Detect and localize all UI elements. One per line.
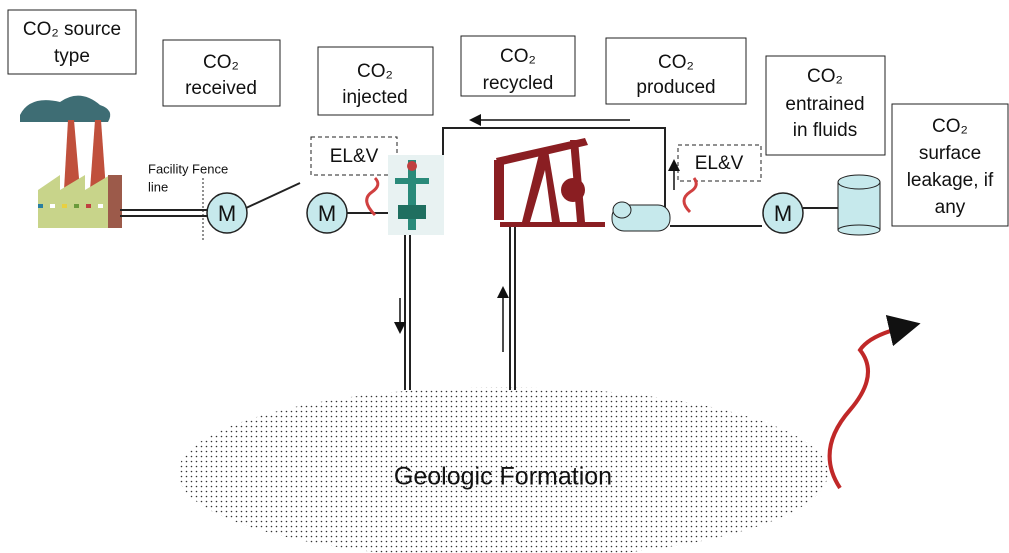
meter-label: M <box>218 201 236 226</box>
label: recycled <box>483 73 554 94</box>
fence-label: line <box>148 179 168 194</box>
formation-area <box>178 387 828 553</box>
meter-label: M <box>774 201 792 226</box>
label: surface <box>919 143 981 164</box>
label: CO₂ <box>807 66 843 87</box>
meter <box>206 192 248 234</box>
wellhead <box>388 155 444 235</box>
storage-tank <box>837 174 881 236</box>
label: CO₂ <box>357 61 393 82</box>
label: entrained <box>785 94 864 115</box>
label-box <box>460 35 576 97</box>
label: injected <box>342 87 408 108</box>
meter-label: M <box>318 201 336 226</box>
label: CO₂ source <box>23 19 121 40</box>
fence-label: Facility Fence <box>148 161 228 176</box>
label-box <box>891 103 1009 227</box>
label-box <box>7 9 137 75</box>
label-box <box>317 46 434 116</box>
label: any <box>935 197 966 218</box>
elv-box <box>310 136 398 176</box>
leak-arrow <box>365 176 380 217</box>
label: received <box>185 78 257 99</box>
separator <box>611 201 671 232</box>
factory <box>20 95 122 228</box>
elv-label: EL&V <box>330 146 379 167</box>
label: produced <box>636 77 715 98</box>
label: type <box>54 46 90 67</box>
label: CO₂ <box>658 52 694 73</box>
meter <box>762 192 804 234</box>
label: in fluids <box>793 120 857 141</box>
formation-label: Geologic Formation <box>394 463 612 491</box>
label: CO₂ <box>203 52 239 73</box>
label: CO₂ <box>500 46 536 67</box>
leak-arrow <box>827 314 921 490</box>
pumpjack <box>494 138 605 227</box>
label-box <box>765 55 886 156</box>
label-box <box>162 39 281 107</box>
label-box <box>605 37 747 105</box>
meter <box>306 192 348 234</box>
label: leakage, if <box>907 170 994 191</box>
leak-arrow <box>682 177 698 214</box>
elv-label: EL&V <box>695 153 744 174</box>
label: CO₂ <box>932 116 968 137</box>
